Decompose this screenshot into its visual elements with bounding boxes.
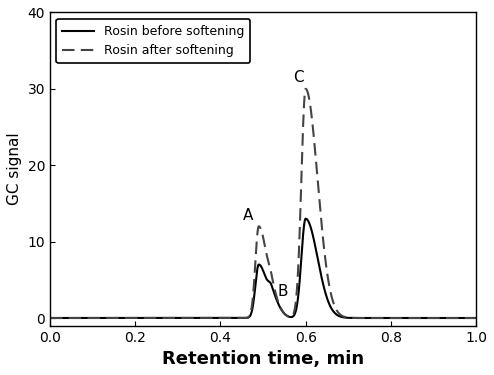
Y-axis label: GC signal: GC signal: [7, 133, 22, 206]
Legend: Rosin before softening, Rosin after softening: Rosin before softening, Rosin after soft…: [56, 19, 250, 63]
Rosin after softening: [201, 316, 207, 320]
X-axis label: Retention time, min: Retention time, min: [162, 350, 364, 368]
Text: A: A: [243, 207, 253, 222]
Rosin before softening: [386, 316, 392, 320]
Rosin before softening: [47, 316, 53, 320]
Rosin before softening: [299, 245, 305, 250]
Rosin before softening: [363, 316, 369, 320]
Rosin after softening: [363, 316, 369, 320]
Line: Rosin before softening: Rosin before softening: [50, 219, 476, 318]
Rosin before softening: [473, 316, 479, 320]
Rosin after softening: [303, 87, 309, 91]
Rosin after softening: [386, 316, 392, 320]
Rosin before softening: [69, 316, 75, 320]
Rosin after softening: [318, 213, 324, 217]
Rosin after softening: [47, 316, 53, 320]
Rosin after softening: [69, 316, 75, 320]
Line: Rosin after softening: Rosin after softening: [50, 89, 476, 318]
Rosin before softening: [303, 216, 309, 221]
Text: C: C: [292, 70, 303, 85]
Rosin after softening: [299, 153, 305, 158]
Text: B: B: [277, 284, 288, 299]
Rosin before softening: [318, 271, 324, 276]
Rosin before softening: [201, 316, 207, 320]
Rosin after softening: [473, 316, 479, 320]
